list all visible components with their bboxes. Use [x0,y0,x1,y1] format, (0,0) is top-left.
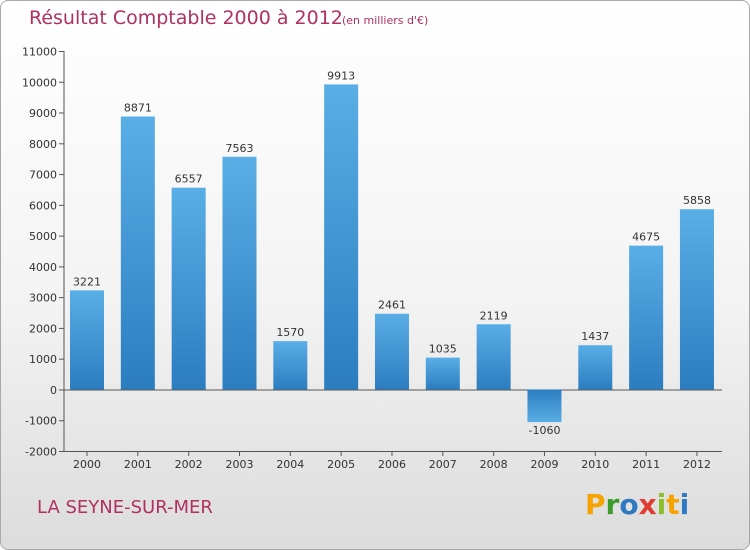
data-label-2011: 4675 [632,231,660,244]
y-tick-label: 1000 [29,353,57,366]
chart-subtitle: (en milliers d'€) [342,14,429,27]
data-label-2003: 7563 [225,142,253,155]
city-name: LA SEYNE-SUR-MER [37,497,213,518]
x-tick-label-2010: 2010 [581,458,609,471]
y-tick-label: 11000 [22,46,57,59]
x-tick-label-2009: 2009 [530,458,558,471]
bar-2011 [629,245,664,390]
y-tick-label: 5000 [29,230,57,243]
data-label-2004: 1570 [276,326,304,339]
y-tick-label: 9000 [29,107,57,120]
y-tick-label: 2000 [29,322,57,335]
bar-2007 [425,357,460,390]
x-tick-label-2003: 2003 [225,458,253,471]
bar-2002 [171,187,206,390]
data-label-2006: 2461 [378,299,406,312]
bars-group [70,84,714,423]
x-tick-label-2008: 2008 [480,458,508,471]
bar-2008 [476,324,511,390]
logo-letter: x [638,488,657,521]
logo-letter: r [605,488,620,521]
logo-letter: i [656,488,667,521]
x-tick-label-2004: 2004 [276,458,304,471]
y-tick-label: 4000 [29,261,57,274]
y-tick-label: 8000 [29,138,57,151]
data-label-2005: 9913 [327,69,355,82]
bar-2010 [578,345,613,390]
data-label-2000: 3221 [73,275,101,288]
bar-2004 [273,341,308,390]
data-label-2010: 1437 [581,330,609,343]
data-label-2009: -1060 [528,424,560,437]
y-tick-label: -2000 [25,446,57,459]
bar-2005 [324,84,359,390]
x-tick-label-2002: 2002 [175,458,203,471]
x-tick-label-2005: 2005 [327,458,355,471]
bar-2000 [70,290,104,390]
proxiti-logo[interactable]: Proxiti [585,488,689,521]
logo-letter: o [619,488,639,521]
chart-title: Résultat Comptable 2000 à 2012 [29,7,343,29]
bar-2006 [374,313,409,390]
bar-2009 [527,389,562,423]
x-tick-label-2006: 2006 [378,458,406,471]
bar-2003 [222,156,257,390]
x-tick-label-2011: 2011 [632,458,660,471]
y-tick-label: 6000 [29,199,57,212]
y-tick-label: 3000 [29,292,57,305]
bar-2001 [120,116,155,390]
data-label-2007: 1035 [429,343,457,356]
y-tick-label: -1000 [25,415,57,428]
logo-letter: i [679,488,690,521]
x-tick-label-2001: 2001 [124,458,152,471]
x-tick-label-2012: 2012 [683,458,711,471]
y-tick-label: 7000 [29,169,57,182]
axes: -2000 -1000 0 1000 2000 3000 4000 5000 6000 7000 8… [22,46,722,471]
y-tick-label: 10000 [22,76,57,89]
data-label-2002: 6557 [175,173,203,186]
logo-letter: P [585,488,606,521]
bar-2012 [679,209,714,390]
data-label-2001: 8871 [124,102,152,115]
logo-letter: t [666,488,680,521]
x-tick-label-2000: 2000 [73,458,101,471]
y-tick-label: 0 [50,384,57,397]
labels-group: 3221 8871 6557 7563 1570 9913 2461 1035 2119 -106… [73,69,711,437]
data-label-2008: 2119 [480,309,508,322]
x-tick-label-2007: 2007 [429,458,457,471]
data-label-2012: 5858 [683,194,711,207]
